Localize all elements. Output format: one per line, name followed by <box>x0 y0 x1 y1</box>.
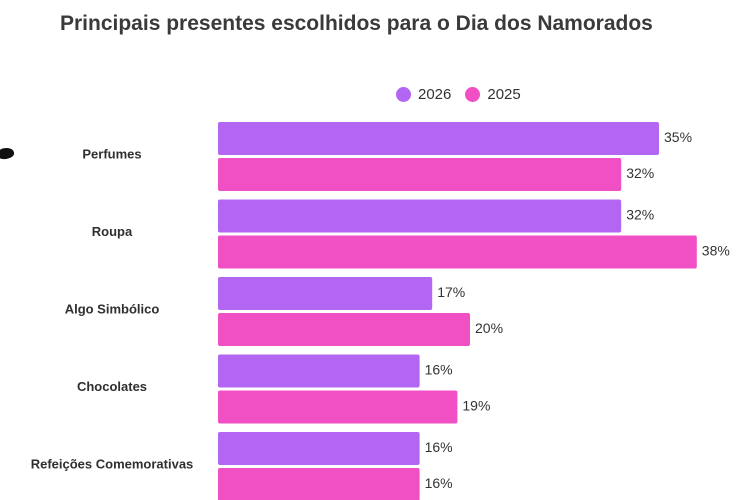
bar-value-label: 19% <box>462 398 490 414</box>
bar-2025[interactable] <box>218 313 470 346</box>
category-label: Algo Simbólico <box>65 301 160 316</box>
category-label: Chocolates <box>77 379 147 394</box>
bar-value-label: 16% <box>425 439 453 455</box>
bar-2025[interactable] <box>218 158 622 191</box>
legend-label-2026: 2026 <box>418 86 452 103</box>
bar-value-label: 32% <box>626 165 654 181</box>
bar-2026[interactable] <box>218 277 433 310</box>
bar-2025[interactable] <box>218 235 697 269</box>
category-label: Roupa <box>92 224 133 239</box>
legend-item-2026[interactable]: 2026 <box>396 86 451 103</box>
bar-value-label: 16% <box>425 362 453 378</box>
bar-value-label: 38% <box>702 243 730 259</box>
bar-2026[interactable] <box>218 199 622 233</box>
bar-2025[interactable] <box>218 390 458 424</box>
chart-title: Principais presentes escolhidos para o D… <box>60 12 653 35</box>
bar-value-label: 20% <box>475 320 503 336</box>
legend-label-2025: 2025 <box>487 86 521 103</box>
category-label: Perfumes <box>82 146 141 161</box>
legend-item-2025[interactable]: 2025 <box>465 86 521 103</box>
legend-swatch-2026 <box>396 87 411 102</box>
category-label: Refeições Comemorativas <box>31 456 194 471</box>
bar-2026[interactable] <box>218 354 420 388</box>
bar-2026[interactable] <box>218 432 420 465</box>
chart-legend: 2026 2025 <box>396 86 521 103</box>
bar-value-label: 35% <box>664 129 692 145</box>
legend-swatch-2025 <box>465 87 481 102</box>
bar-2026[interactable] <box>218 122 659 155</box>
bar-value-label: 16% <box>425 475 453 491</box>
bar-value-label: 17% <box>437 284 465 300</box>
bar-2025[interactable] <box>218 468 420 500</box>
bar-value-label: 32% <box>626 207 654 223</box>
